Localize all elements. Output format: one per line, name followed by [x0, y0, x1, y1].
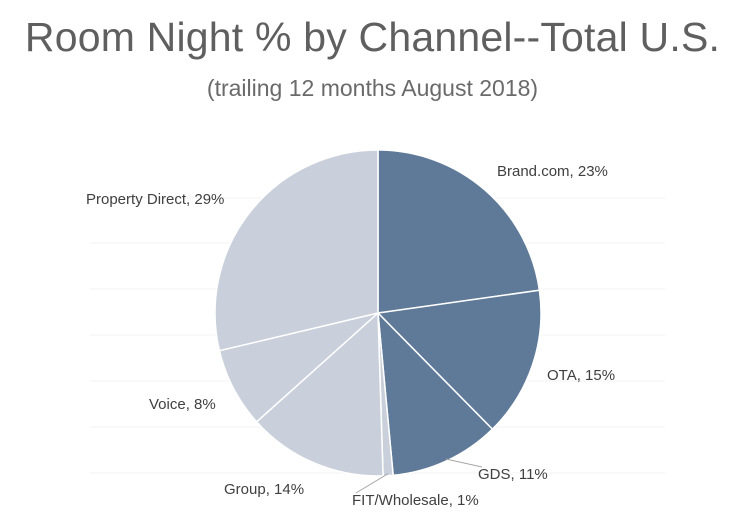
pie-slice-brand-com	[377, 149, 541, 314]
pie-slices	[214, 149, 542, 477]
pie-slice-property-direct	[214, 149, 379, 352]
slice-label-group: Group, 14%	[224, 481, 304, 498]
slice-label-fit-wholesale: FIT/Wholesale, 1%	[352, 492, 479, 509]
leader-line	[445, 458, 483, 468]
leader-line	[355, 473, 389, 494]
slice-labels: Brand.com, 23% OTA, 15% GDS, 11% FIT/Wholes…	[86, 163, 615, 509]
slice-label-property-direct: Property Direct, 29%	[86, 191, 224, 208]
slice-label-voice: Voice, 8%	[149, 396, 216, 413]
pie-slice-group	[255, 312, 384, 477]
slice-label-brand-com: Brand.com, 23%	[497, 163, 608, 180]
pie-slice-ota	[377, 289, 542, 430]
leader-lines	[355, 458, 483, 494]
chart-subtitle: (trailing 12 months August 2018)	[206, 75, 539, 101]
chart-title: Room Night % by Channel--Total U.S.	[24, 14, 721, 60]
pie-slice-gds	[377, 312, 494, 477]
slice-label-gds: GDS, 11%	[478, 466, 548, 483]
slice-label-ota: OTA, 15%	[547, 367, 615, 384]
